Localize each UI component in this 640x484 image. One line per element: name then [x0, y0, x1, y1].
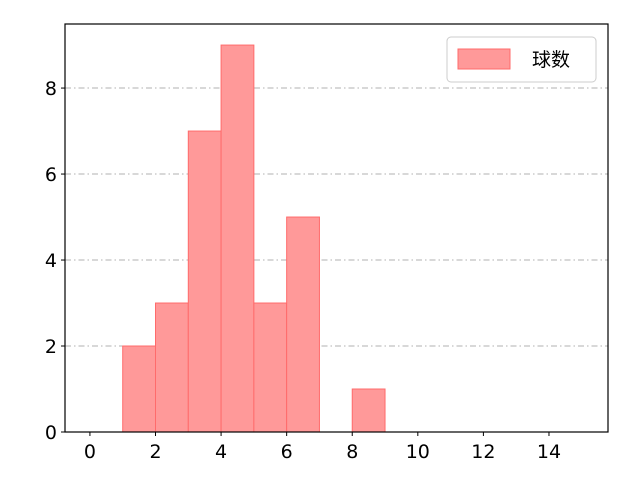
plot-frame — [64, 23, 609, 433]
histogram-bar — [286, 216, 320, 433]
histogram-bar — [122, 345, 156, 433]
histogram-bar — [220, 44, 255, 433]
y-tick-label: 0 — [45, 422, 57, 444]
histogram-bar — [253, 302, 288, 433]
legend-label: 球数 — [532, 49, 570, 71]
x-tick-label: 12 — [471, 441, 495, 463]
histogram-bar — [155, 302, 189, 433]
histogram-bar — [187, 130, 222, 433]
y-tick-label: 2 — [45, 336, 57, 358]
x-tick-label: 4 — [215, 441, 227, 463]
x-tick-label: 2 — [149, 441, 161, 463]
histogram-bar — [351, 388, 386, 433]
y-tick-label: 4 — [45, 250, 57, 272]
legend-frame — [446, 36, 597, 83]
x-tick-label: 8 — [346, 441, 358, 463]
x-tick-label: 6 — [281, 441, 293, 463]
x-tick-label: 10 — [406, 441, 430, 463]
x-tick-label: 0 — [84, 441, 96, 463]
x-tick-label: 14 — [537, 441, 561, 463]
legend: 球数 — [446, 36, 597, 83]
legend-swatch — [457, 48, 511, 70]
y-tick-label: 8 — [45, 78, 57, 100]
y-tick-label: 6 — [45, 164, 57, 186]
